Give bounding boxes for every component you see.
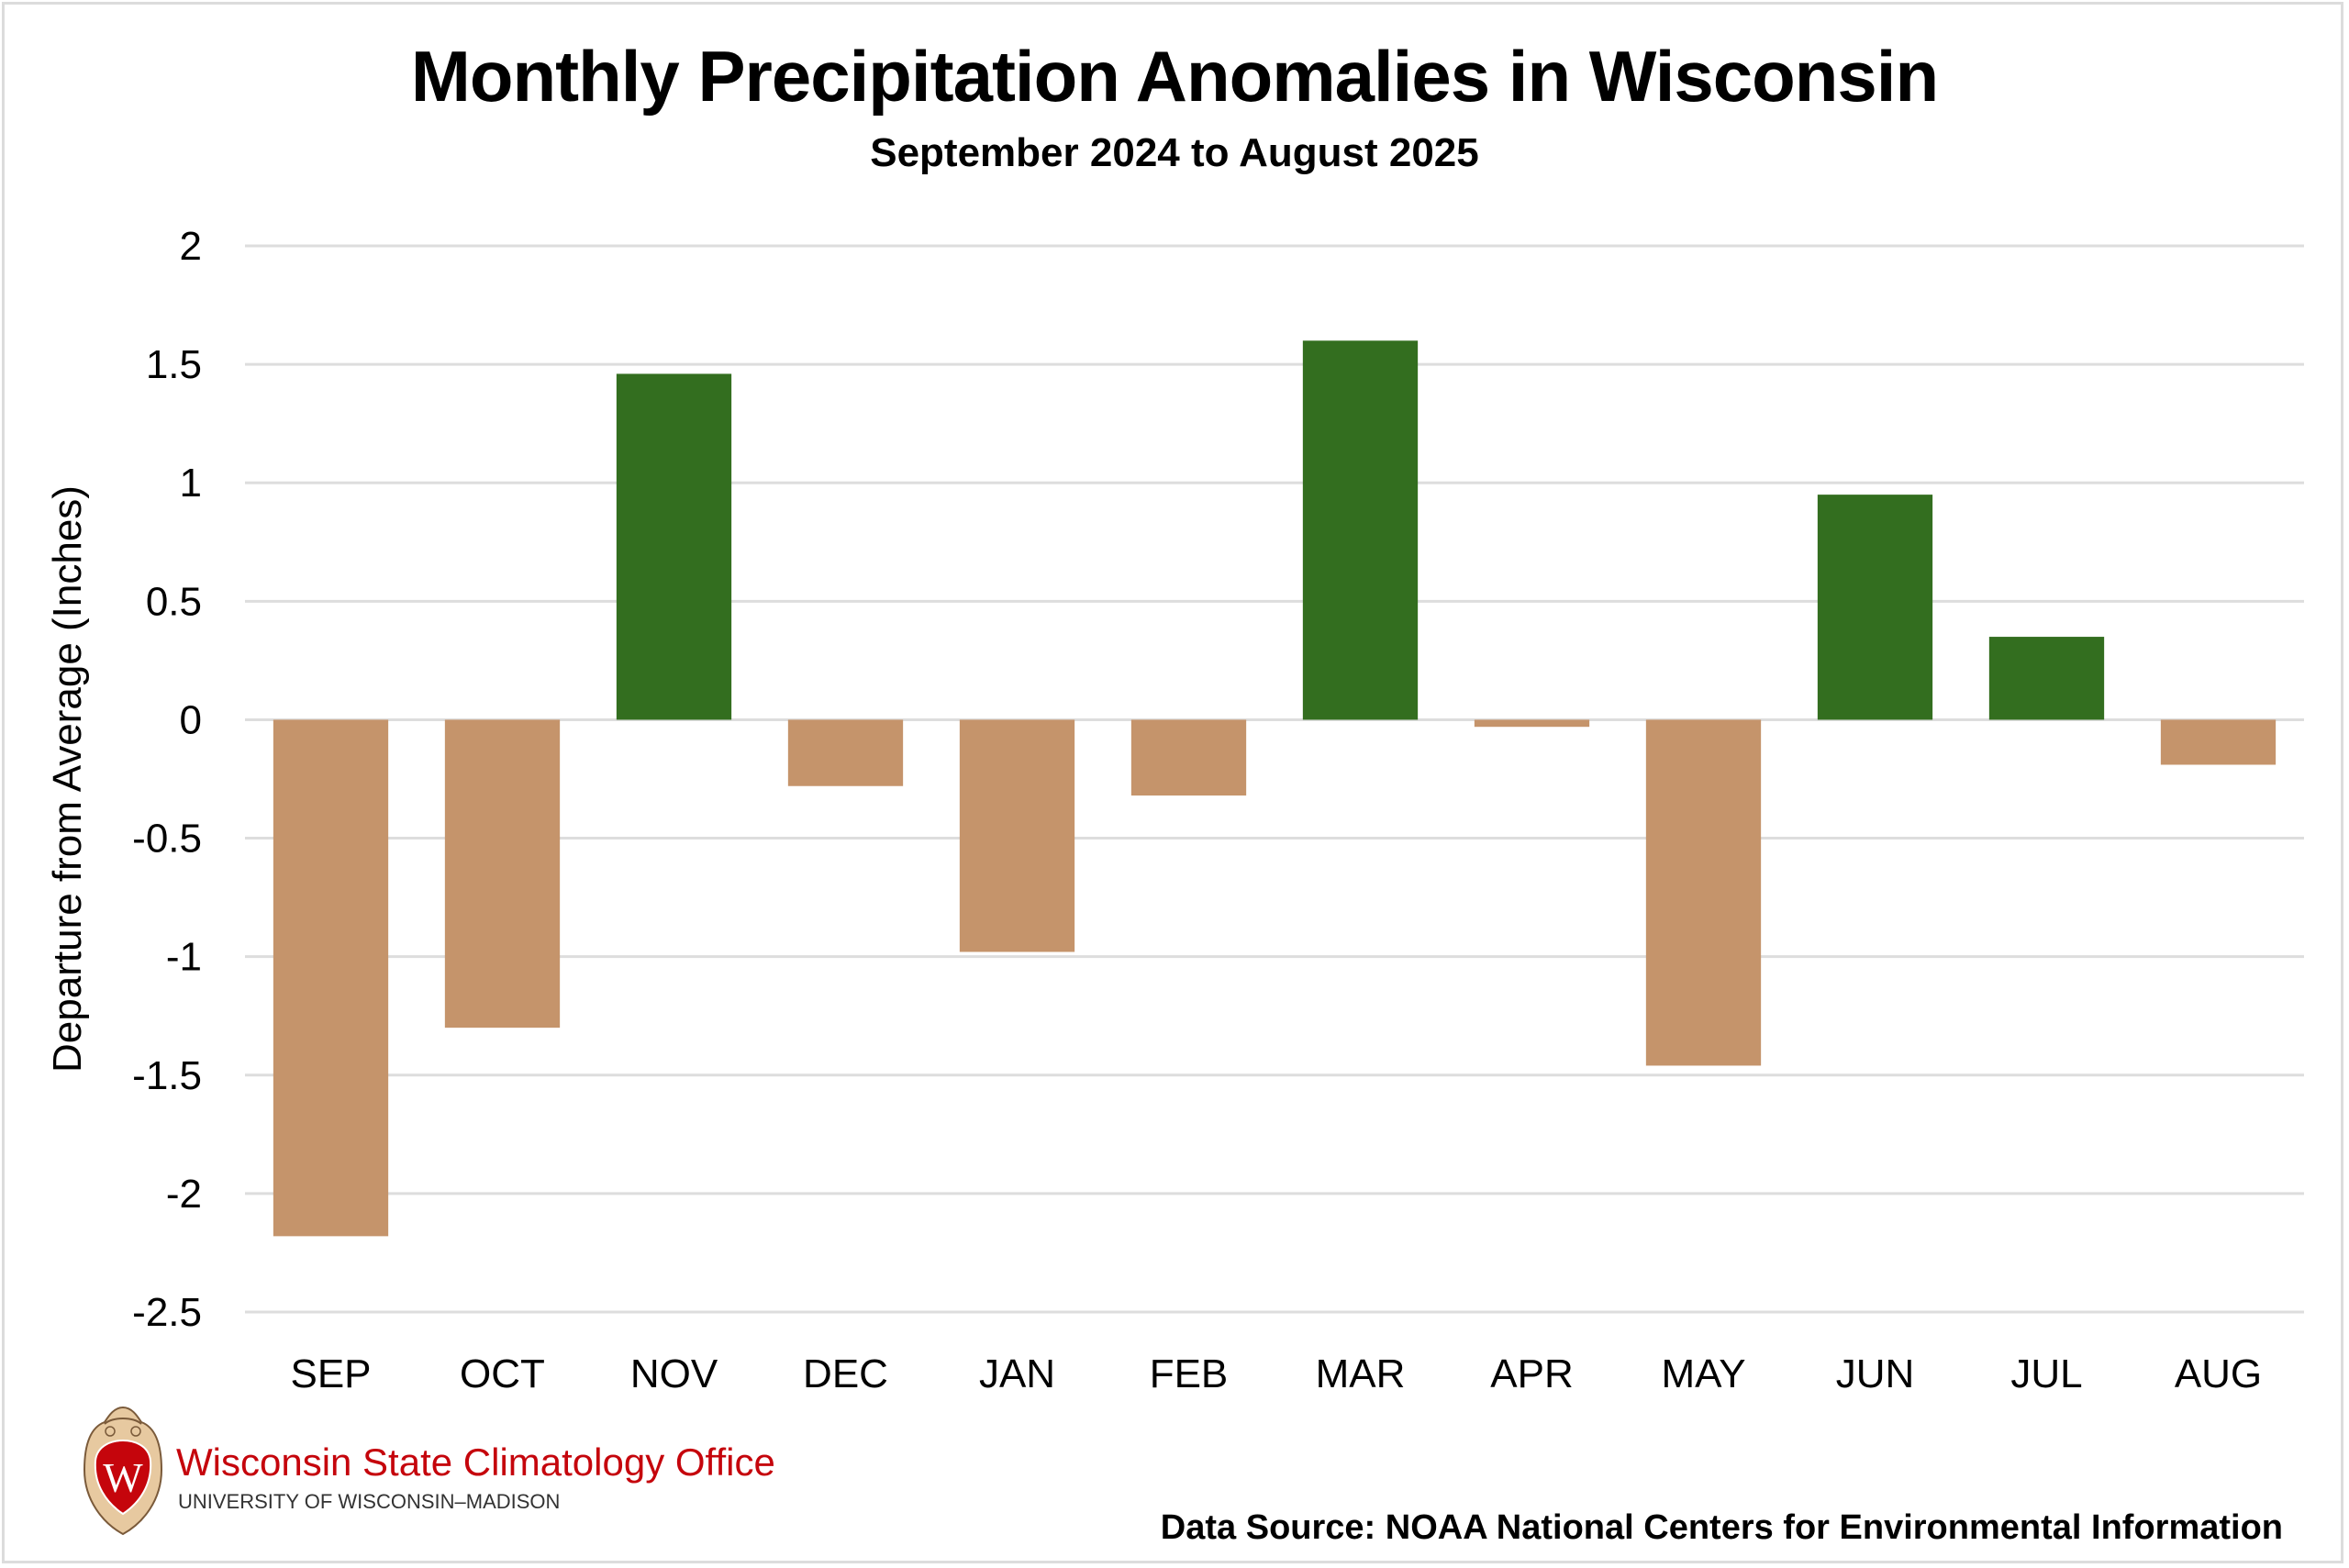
x-tick-label: MAR [1316, 1351, 1406, 1396]
x-tick-label: NOV [630, 1351, 718, 1396]
bars [273, 340, 2277, 1237]
x-tick-label: FEB [1150, 1351, 1229, 1396]
x-tick-label: APR [1490, 1351, 1573, 1396]
gridlines [245, 244, 2304, 1314]
org-subtitle: UNIVERSITY OF WISCONSIN–MADISON [178, 1490, 561, 1513]
chart-subtitle: September 2024 to August 2025 [870, 130, 1479, 175]
x-tick-label: JUL [2010, 1351, 2082, 1396]
bar-jan [959, 719, 1075, 952]
bar-jul [1988, 637, 2105, 720]
bar-dec [787, 719, 904, 786]
y-tick-label: -0.5 [132, 817, 202, 862]
y-tick-label: -1.5 [132, 1053, 202, 1098]
uw-crest-logo-icon: W [83, 1406, 163, 1536]
x-tick-labels: SEP OCT NOV DEC JAN FEB MAR APR MAY JUN JUL AUG [290, 1351, 2262, 1396]
x-tick-label: DEC [803, 1351, 888, 1396]
bar-mar [1302, 340, 1419, 720]
chart-title: Monthly Precipitation Anomalies in Wisco… [410, 36, 1939, 117]
y-tick-label: -2 [166, 1172, 202, 1217]
x-tick-label: JUN [1836, 1351, 1915, 1396]
y-tick-label: 1 [180, 461, 202, 506]
org-name: Wisconsin State Climatology Office [176, 1440, 775, 1484]
x-tick-label: AUG [2175, 1351, 2262, 1396]
bar-aug [2160, 719, 2277, 765]
y-tick-label: 1.5 [146, 342, 202, 387]
bar-oct [444, 719, 561, 1029]
y-tick-label: 2 [180, 224, 202, 269]
y-tick-labels: 2 1.5 1 0.5 0 -0.5 -1 -1.5 -2 -2.5 [132, 224, 202, 1335]
bar-sep [273, 719, 389, 1237]
bar-nov [616, 373, 732, 720]
x-tick-label: OCT [460, 1351, 545, 1396]
y-axis-label: Departure from Average (Inches) [45, 485, 90, 1073]
x-tick-label: JAN [979, 1351, 1055, 1396]
bar-apr [1474, 719, 1590, 728]
bar-feb [1130, 719, 1247, 796]
bar-jun [1817, 495, 1933, 720]
y-tick-label: 0 [180, 697, 202, 742]
x-tick-label: MAY [1661, 1351, 1745, 1396]
data-source: Data Source: NOAA National Centers for E… [1160, 1508, 2283, 1547]
x-tick-label: SEP [290, 1351, 371, 1396]
y-tick-label: -1 [166, 935, 202, 980]
y-tick-label: -2.5 [132, 1290, 202, 1335]
logo-letter: W [103, 1454, 143, 1501]
bar-may [1645, 719, 1762, 1066]
y-tick-label: 0.5 [146, 579, 202, 624]
